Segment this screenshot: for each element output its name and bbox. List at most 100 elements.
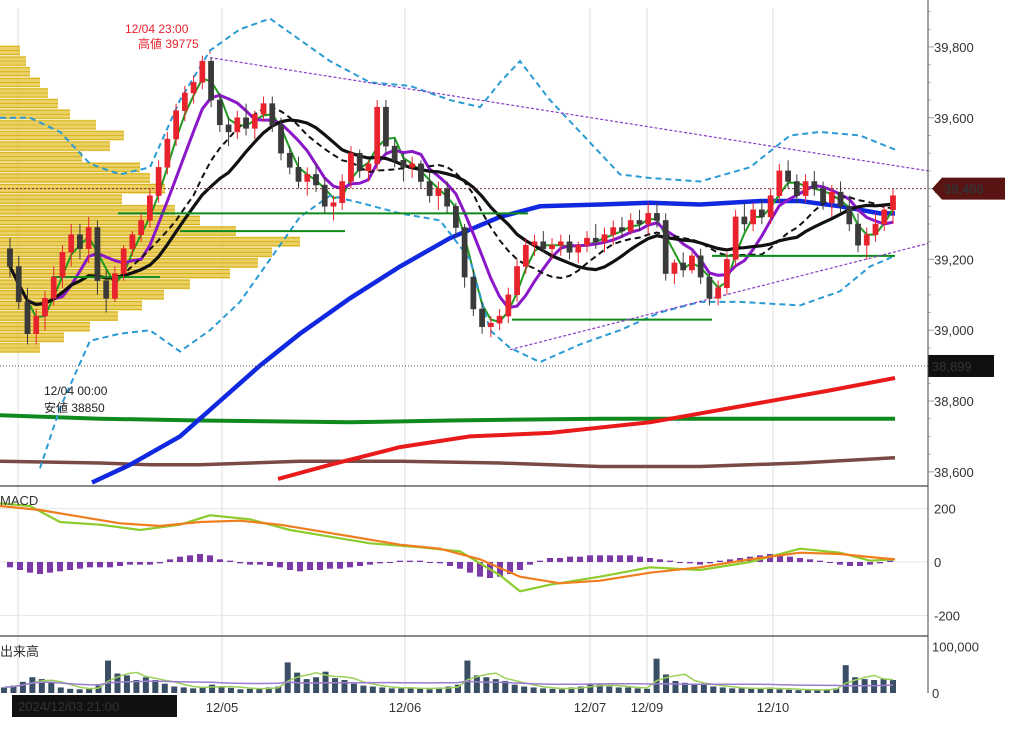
candle-body xyxy=(863,234,870,246)
macd-histogram-bar xyxy=(157,562,163,564)
candle-body xyxy=(444,188,451,207)
candle-body xyxy=(758,209,765,218)
candle-body xyxy=(732,216,739,260)
candle-body xyxy=(391,145,398,161)
volume-bar xyxy=(142,677,149,693)
volume-bar xyxy=(227,687,234,693)
macd-histogram-bar xyxy=(247,562,253,565)
macd-histogram-bar xyxy=(137,562,143,565)
volume-bar xyxy=(199,687,206,693)
candle-body xyxy=(592,237,599,242)
volume-bar xyxy=(29,677,36,693)
candle-body xyxy=(776,170,783,196)
candle-body xyxy=(872,223,879,235)
volume-bar xyxy=(767,687,774,693)
start-date-badge: 2024/12/03 21:00 xyxy=(12,695,177,717)
candle-body xyxy=(85,227,92,250)
volume-bar xyxy=(256,688,263,693)
macd-histogram-bar xyxy=(277,562,283,568)
volume-bar xyxy=(133,680,140,693)
macd-histogram-bar xyxy=(467,562,473,573)
macd-histogram-bar xyxy=(67,562,73,570)
volume-bar xyxy=(303,679,310,693)
start-date-badge-bg xyxy=(12,695,177,717)
volume-bar xyxy=(549,688,556,693)
volume-bar xyxy=(502,680,509,693)
candle-body xyxy=(697,255,704,278)
volume-bar xyxy=(700,684,707,693)
candle-body xyxy=(155,167,162,196)
macd-histogram-bar xyxy=(207,555,213,562)
volume-ma-long-line xyxy=(3,680,894,689)
ma-purple-line xyxy=(8,93,894,310)
volume-bar xyxy=(123,675,130,693)
ref-price-badge: 38,899 xyxy=(928,354,994,377)
macd-histogram-bar xyxy=(77,562,83,569)
macd-histogram-bar xyxy=(857,562,863,566)
macd-histogram-bar xyxy=(537,560,543,562)
macd-histogram-bar xyxy=(877,562,883,564)
volume-y-tick-label: 100,000 xyxy=(932,640,979,655)
candle-body xyxy=(645,213,652,225)
high-annotation-time: 12/04 23:00 xyxy=(125,22,189,36)
volume-bar xyxy=(577,686,584,693)
macd-histogram-bar xyxy=(97,562,103,568)
candle-body xyxy=(706,276,713,299)
axes: 39,800 39,600 39,400 39,200 39,000 38,800 38,6… xyxy=(0,0,1005,717)
candle-body xyxy=(636,220,643,225)
macd-series-line xyxy=(0,502,896,593)
macd-title: MACD xyxy=(0,493,38,508)
volume-bar xyxy=(644,688,651,693)
volume-bar xyxy=(190,688,197,693)
macd-histogram-bar xyxy=(307,562,313,570)
macd-histogram-bar xyxy=(407,560,413,562)
candle-body xyxy=(828,191,835,203)
y-tick-label: 38,800 xyxy=(934,394,974,409)
candle-body xyxy=(557,241,564,246)
volume-bar xyxy=(246,688,253,693)
candle-body xyxy=(750,209,756,225)
volume-bar xyxy=(511,684,518,693)
macd-histogram-bar xyxy=(627,555,633,562)
candle-body xyxy=(400,160,407,168)
volume-bar xyxy=(180,687,187,693)
volume-bar xyxy=(473,675,480,693)
volume-bar xyxy=(436,687,443,693)
macd-histogram-bar xyxy=(367,562,373,565)
macd-histogram-bar xyxy=(847,562,853,566)
volume-bar xyxy=(540,688,547,693)
macd-histogram-bar xyxy=(557,558,563,562)
volume-bar xyxy=(795,690,802,693)
candle-body xyxy=(881,209,888,225)
candle-body xyxy=(610,227,617,235)
volume-bar xyxy=(86,688,93,693)
candle-body xyxy=(619,227,625,232)
volume-title: 出来高 xyxy=(0,644,39,659)
ma-black-dashed-line xyxy=(9,106,894,306)
candle-body xyxy=(654,213,660,221)
candle-body xyxy=(627,220,634,232)
volume-bar xyxy=(738,688,745,693)
candle-body xyxy=(278,124,284,154)
volume-bar xyxy=(653,658,660,693)
volume-bar xyxy=(114,673,121,693)
candle-body xyxy=(470,276,477,310)
candle-body xyxy=(103,280,110,299)
macd-histogram-bar xyxy=(187,555,193,562)
volume-bar xyxy=(332,678,339,693)
volume-bar xyxy=(521,686,528,693)
candle-body xyxy=(531,241,538,246)
x-tick-label: 12/10 xyxy=(757,700,790,715)
candle-body xyxy=(286,152,293,168)
volume-bar xyxy=(445,686,452,693)
volume-bar xyxy=(890,680,896,693)
volume-bar xyxy=(407,687,414,693)
candle-body xyxy=(313,174,319,186)
volume-bar xyxy=(76,689,83,693)
volume-bar xyxy=(625,687,632,693)
macd-histogram-bar xyxy=(197,554,203,562)
candle-body xyxy=(112,273,118,299)
x-tick-label: 12/05 xyxy=(206,700,239,715)
macd-histogram-bar xyxy=(437,562,443,564)
